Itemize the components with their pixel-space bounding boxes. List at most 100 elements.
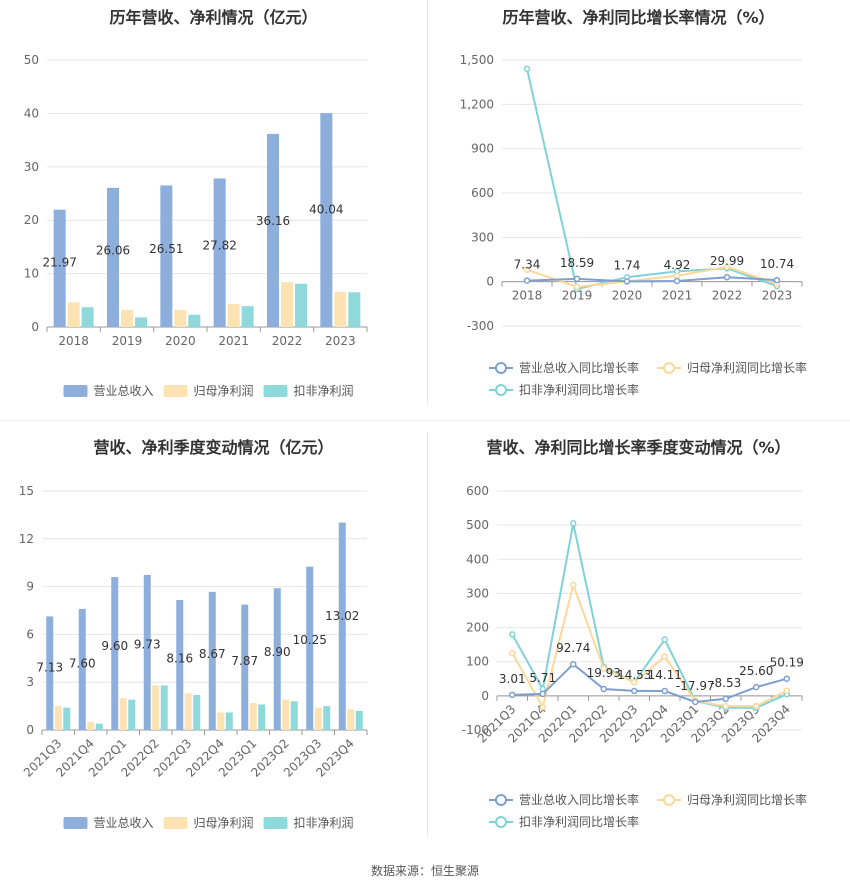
y-tick-label: 1,500 — [460, 53, 494, 67]
series-point-1 — [573, 283, 581, 291]
bar-revenue — [160, 185, 173, 327]
quarter-growth-svg: -10001002003004005006002021Q32021Q42022Q… — [462, 484, 807, 829]
bar-revenue — [241, 604, 249, 730]
bar-revenue — [267, 133, 279, 327]
x-tick-label: 2019 — [112, 334, 143, 348]
series-point-1 — [723, 263, 731, 271]
series-line-2 — [526, 68, 778, 291]
legend-label: 营业总收入 — [94, 384, 154, 398]
bar-net-profit — [67, 302, 80, 327]
legend-label: 归母净利润同比增长率 — [687, 792, 807, 807]
bar-deducted-profit — [323, 706, 331, 730]
series-point-0 — [573, 275, 581, 283]
bar-deducted-profit — [188, 314, 201, 327]
bar-value-label: 27.82 — [202, 238, 236, 252]
y-tick-label: 300 — [466, 586, 489, 600]
legend-swatch — [263, 817, 288, 829]
y-tick-label: 3 — [26, 675, 34, 689]
bar-net-profit — [54, 706, 62, 730]
series-point-2 — [509, 631, 516, 638]
bar-deducted-profit — [241, 306, 254, 327]
series-point-0 — [773, 276, 781, 284]
bar-revenue — [320, 113, 333, 327]
line-value-label: -17.97 — [676, 679, 715, 693]
y-tick-label: -100 — [462, 723, 489, 737]
y-tick-label: 900 — [471, 142, 494, 156]
x-tick-label: 2020 — [612, 289, 643, 303]
legend-swatch — [63, 385, 88, 397]
y-tick-label: 400 — [466, 552, 489, 566]
y-tick-label: 12 — [19, 532, 34, 546]
line-value-label: 5.71 — [529, 671, 556, 685]
series-point-1 — [539, 703, 546, 711]
x-tick-label: 2023 — [325, 334, 356, 348]
bar-deducted-profit — [295, 283, 307, 327]
y-tick-label: 1,200 — [460, 97, 494, 111]
bar-deducted-profit — [95, 723, 103, 730]
bar-deducted-profit — [290, 701, 298, 730]
y-tick-label: 9 — [26, 580, 34, 594]
line-value-label: 18.59 — [560, 256, 594, 270]
bar-revenue — [111, 577, 119, 730]
bar-value-label: 8.16 — [166, 651, 193, 665]
line-value-label: 14.11 — [648, 668, 682, 682]
bar-net-profit — [281, 282, 293, 327]
legend-label: 营业总收入同比增长率 — [519, 792, 639, 807]
series-point-0 — [753, 683, 760, 691]
annual-bar-svg: 0 10 20 30 40 50 2018 2019 2020 2021 2022 2023 21.97… — [24, 53, 368, 398]
vertical-divider-bottom — [427, 432, 428, 837]
bar-deducted-profit — [355, 710, 363, 730]
y-tick-label: 0 — [486, 275, 494, 289]
legend-swatch — [163, 817, 188, 829]
line-value-label: 29.99 — [710, 254, 744, 268]
bar-revenue — [176, 599, 184, 730]
bar-revenue — [53, 209, 66, 327]
annual-growth-chart: 历年营收、净利同比增长率情况（%） -300 0 300 600 900 1,200 1,5… — [427, 0, 850, 420]
legend-swatch — [163, 385, 188, 397]
series-point-0 — [570, 660, 577, 668]
series-point-1 — [600, 665, 607, 672]
legend-swatch — [63, 817, 88, 829]
chart-title: 营收、净利季度变动情况（亿元） — [93, 438, 334, 457]
legend-marker — [495, 816, 507, 828]
y-tick-label: 50 — [24, 53, 39, 67]
bar-value-label: 9.73 — [134, 638, 161, 652]
line-value-label: 92.74 — [556, 641, 590, 655]
series-line-1 — [511, 581, 788, 710]
x-tick-label: 2023 — [762, 289, 793, 303]
legend-marker — [495, 362, 507, 374]
bar-revenue — [78, 608, 86, 730]
line-value-label: 50.19 — [770, 656, 804, 670]
legend-swatch — [263, 385, 288, 397]
bar-revenue — [306, 566, 314, 730]
bar-net-profit — [217, 712, 225, 730]
bar-deducted-profit — [63, 707, 71, 730]
bar-net-profit — [184, 693, 192, 730]
legend-label: 营业总收入同比增长率 — [519, 360, 639, 375]
bar-value-label: 26.06 — [96, 243, 130, 257]
line-value-label: 7.34 — [514, 258, 541, 272]
bar-net-profit — [314, 707, 322, 730]
line-value-label: 4.92 — [664, 258, 691, 272]
legend-label: 扣非净利润 — [294, 816, 354, 830]
series-point-1 — [631, 678, 638, 686]
legend-label: 归母净利润 — [194, 816, 254, 830]
x-tick-label: 2021 — [662, 289, 693, 303]
quarterly-growth-chart: 营收、净利同比增长率季度变动情况（%） -100 0 100 200 300 400 500… — [427, 420, 850, 860]
series-point-0 — [783, 675, 790, 682]
line-value-label: 10.74 — [760, 257, 794, 271]
series-point-0 — [623, 278, 631, 285]
bar-revenue — [273, 588, 281, 730]
series-point-0 — [631, 687, 638, 695]
bar-value-label: 7.13 — [36, 661, 63, 675]
series-point-2 — [661, 636, 668, 643]
data-source: 数据来源：恒生聚源 — [370, 864, 479, 878]
series-point-1 — [673, 272, 681, 280]
bar-net-profit — [249, 702, 257, 730]
series-point-1 — [722, 702, 729, 710]
y-tick-label: 40 — [24, 106, 39, 120]
series-line-2 — [511, 523, 788, 709]
x-tick-label: 2018 — [512, 289, 543, 303]
series-point-0 — [692, 698, 699, 706]
bar-deducted-profit — [81, 307, 94, 327]
